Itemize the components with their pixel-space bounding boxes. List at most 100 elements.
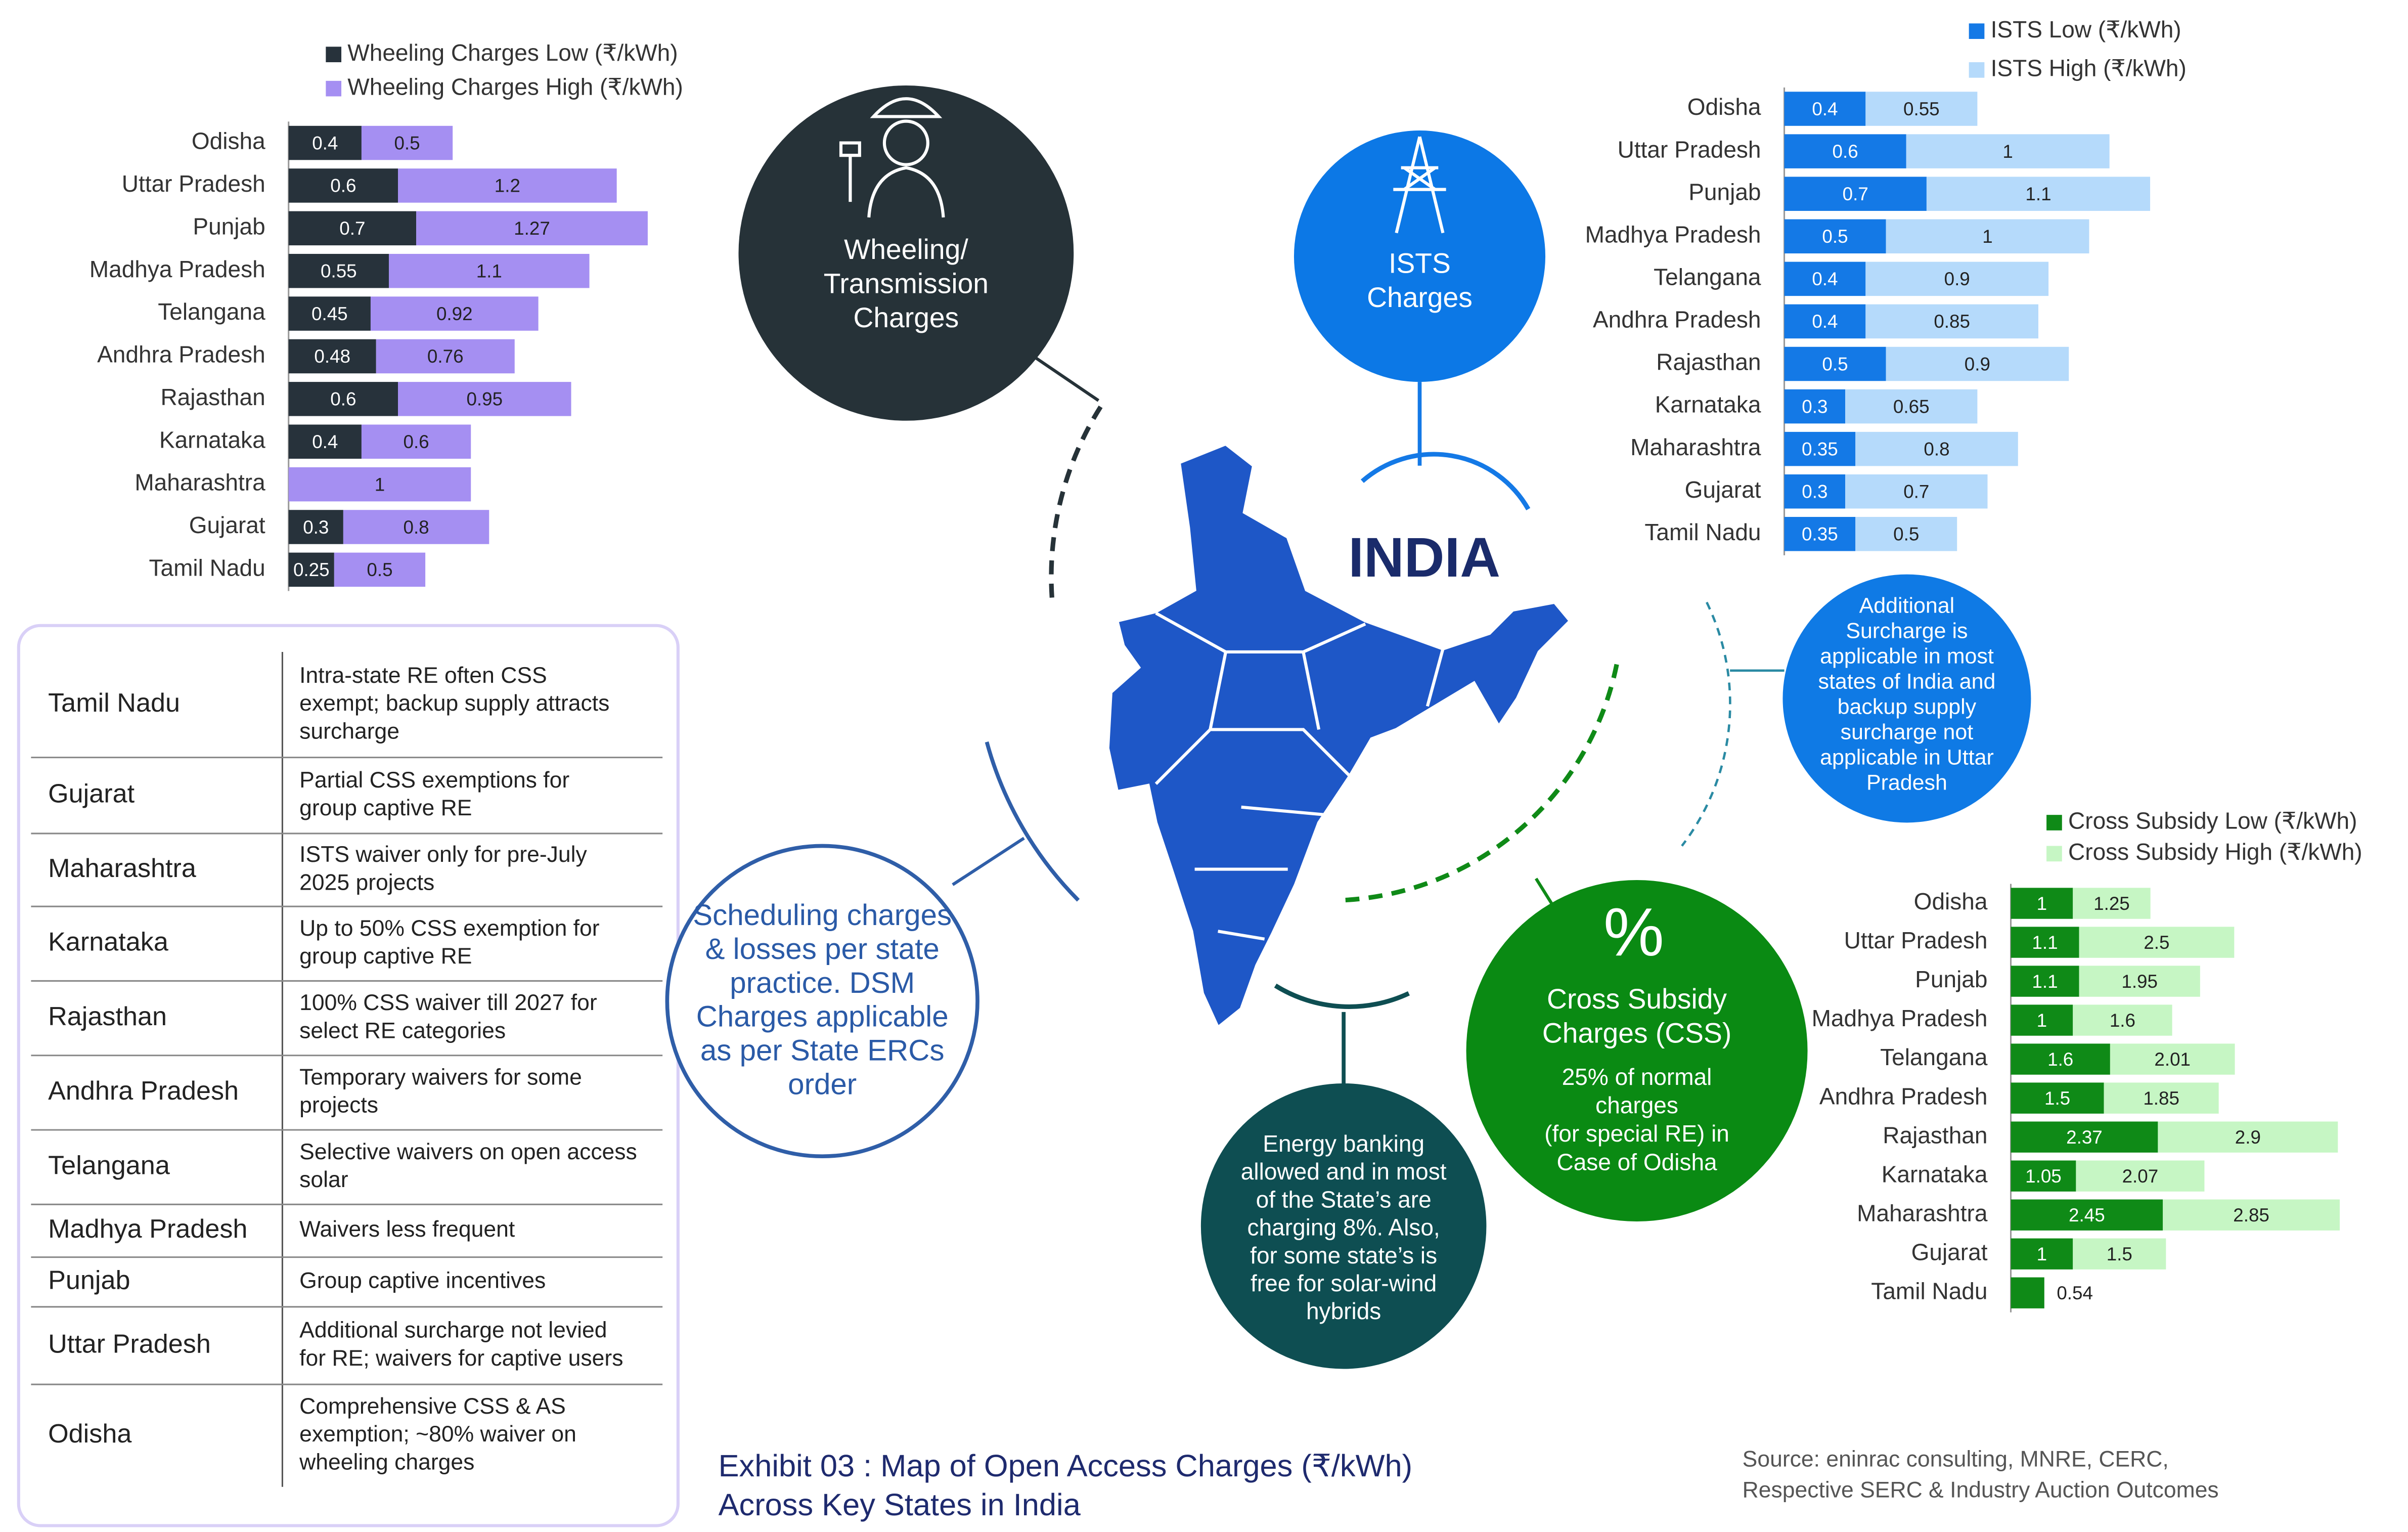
value-label: 0.7 — [1843, 184, 1868, 204]
bar-segment — [288, 510, 343, 544]
value-label: 0.6 — [330, 389, 356, 410]
bubble-text: Charges — [854, 302, 959, 333]
value-label: 1.5 — [2044, 1088, 2070, 1109]
category-label: Punjab — [193, 213, 265, 239]
value-label: 0.4 — [1812, 99, 1838, 119]
bar-segment — [1926, 177, 2151, 211]
category-label: Odisha — [1914, 888, 1988, 914]
state-note: solar — [299, 1167, 348, 1192]
bar-segment — [2104, 1082, 2219, 1114]
value-label: 1 — [2002, 141, 2013, 162]
state-name: Karnataka — [48, 928, 168, 957]
legend-swatch — [326, 47, 342, 63]
state-note: wheeling charges — [299, 1450, 474, 1474]
bar-segment — [2076, 1160, 2205, 1192]
bar-segment — [370, 296, 539, 331]
value-label: 0.6 — [1833, 141, 1858, 162]
legend-swatch — [326, 80, 342, 97]
bubble-text: allowed and in most — [1241, 1158, 1447, 1185]
state-note: Comprehensive CSS & AS — [299, 1394, 566, 1419]
bubble-text: Wheeling/ — [844, 234, 968, 265]
india-map — [1106, 442, 1573, 1030]
state-note: ISTS waiver only for pre-July — [299, 842, 587, 867]
bar-segment — [1784, 346, 1886, 381]
category-label: Andhra Pradesh — [97, 341, 265, 368]
bubble-text: surcharge not — [1841, 720, 1974, 744]
value-label: 0.45 — [311, 303, 348, 324]
bar-segment — [1784, 92, 1866, 126]
exhibit-title: Across Key States in India — [719, 1487, 1081, 1522]
connector — [1535, 878, 1553, 904]
value-label: 0.48 — [314, 346, 350, 367]
value-label: 0.85 — [1934, 311, 1970, 332]
bubble-text: free for solar-wind — [1251, 1270, 1437, 1296]
scheduling-bubble — [665, 844, 979, 1159]
bar-segment — [2011, 888, 2073, 919]
category-label: Madhya Pradesh — [1585, 221, 1761, 247]
state-borders — [1154, 611, 1445, 941]
bar-segment — [361, 125, 453, 160]
value-label: 2.37 — [2066, 1127, 2103, 1148]
legend-label: ISTS High (₹/kWh) — [1991, 55, 2187, 81]
category-label: Punjab — [1688, 179, 1761, 205]
bar-segment — [1784, 304, 1866, 339]
value-label: 0.4 — [1812, 311, 1838, 332]
arc — [1274, 983, 1410, 1010]
category-label: Karnataka — [1655, 391, 1761, 418]
value-label: 0.55 — [321, 260, 357, 281]
bubble-text: practice. DSM — [730, 967, 915, 999]
value-label: 1.05 — [2025, 1166, 2062, 1187]
value-label: 0.5 — [1893, 524, 1919, 545]
legend-label: Wheeling Charges Low (₹/kWh) — [347, 39, 678, 66]
value-label: 1 — [2037, 893, 2047, 914]
category-label: Uttar Pradesh — [1618, 136, 1761, 162]
category-label: Maharashtra — [1630, 434, 1761, 460]
state-note: select RE categories — [299, 1018, 506, 1043]
category-label: Punjab — [1915, 966, 1987, 992]
state-note: exempt; backup supply attracts — [299, 691, 609, 716]
state-name: Maharashtra — [48, 854, 196, 883]
bar-segment — [288, 168, 398, 203]
wheeling-bubble — [738, 85, 1074, 421]
dashed-arc — [1681, 601, 1731, 847]
bar-segment — [2011, 1121, 2158, 1153]
bar-segment — [1784, 177, 1927, 211]
category-label: Madhya Pradesh — [90, 256, 265, 282]
category-label: Rajasthan — [160, 384, 265, 410]
value-label: 0.35 — [1802, 524, 1838, 545]
bubble-text: & losses per state — [705, 933, 940, 966]
bar-segment — [2011, 1004, 2073, 1036]
bar-segment — [1886, 346, 2069, 381]
value-label: 1.2 — [495, 176, 520, 196]
bar-segment — [2079, 966, 2200, 997]
bar-segment — [2011, 1238, 2073, 1270]
category-label: Odisha — [1687, 94, 1761, 120]
map-title: INDIA — [1348, 527, 1500, 589]
value-label: 2.5 — [2144, 932, 2169, 953]
value-label: 0.5 — [367, 559, 392, 580]
category-label: Gujarat — [1911, 1239, 1988, 1265]
bar-segment — [2110, 1043, 2235, 1075]
state-note: Up to 50% CSS exemption for — [299, 916, 600, 941]
bubble-text: order — [788, 1068, 857, 1101]
value-label: 0.3 — [1802, 482, 1827, 502]
bar-segment — [2073, 1238, 2166, 1270]
value-label: 0.7 — [339, 218, 365, 239]
state-note: Intra-state RE often CSS — [299, 663, 547, 688]
bar-segment — [1906, 134, 2110, 168]
bar-segment — [288, 253, 389, 288]
surcharge-bubble — [1782, 574, 2031, 823]
bubble-text: charging 8%. Also, — [1247, 1214, 1440, 1241]
bubble-text: Transmission — [824, 268, 989, 299]
bubble-text: (for special RE) in — [1544, 1120, 1729, 1147]
tower-icon — [1393, 136, 1446, 234]
bar-segment — [2011, 966, 2079, 997]
bubble-text: Charges applicable — [696, 1000, 949, 1033]
value-label: 0.92 — [436, 303, 473, 324]
bar-segment — [2073, 1004, 2172, 1036]
bubble-title: Cross Subsidy — [1547, 983, 1727, 1015]
value-label: 2.45 — [2069, 1205, 2105, 1225]
bar-segment — [2158, 1121, 2338, 1153]
value-label: 1.1 — [476, 260, 502, 281]
bubble-title: Charges (CSS) — [1542, 1017, 1731, 1048]
